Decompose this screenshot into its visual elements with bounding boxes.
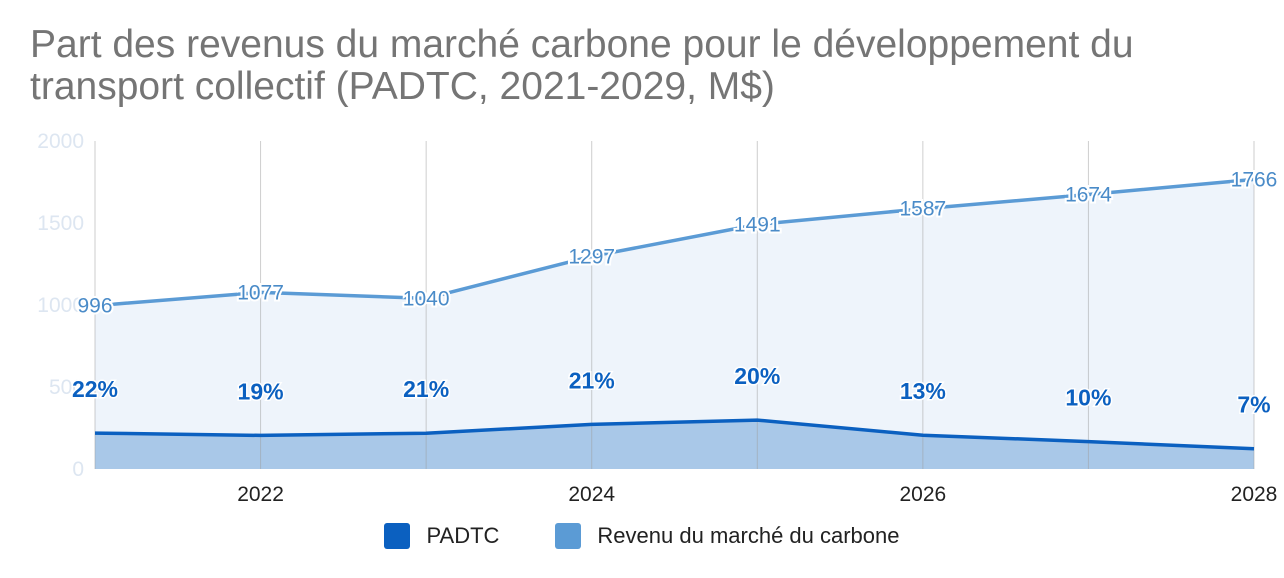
x-tick-label: 2024 xyxy=(568,483,615,506)
data-label-padtc: 7% xyxy=(1237,392,1270,418)
chart-title: Part des revenus du marché carbone pour … xyxy=(30,24,1270,108)
x-tick-label: 2028 xyxy=(1231,483,1278,506)
y-tick-label: 0 xyxy=(72,458,84,481)
area-fill-revenu xyxy=(95,179,1254,469)
data-label-padtc: 22% xyxy=(72,376,118,402)
line-revenu xyxy=(94,177,1255,308)
y-tick-label: 500 xyxy=(49,376,84,399)
legend-item-revenu[interactable]: Revenu du marché du carbone xyxy=(555,523,900,549)
chart-title-line-1: Part des revenus du marché carbone pour … xyxy=(30,23,1134,66)
data-label-revenu: 996 xyxy=(77,295,112,318)
x-tick-label: 2026 xyxy=(899,483,946,506)
area-fill-padtc xyxy=(95,420,1254,469)
data-label-padtc: 20% xyxy=(734,363,780,389)
legend-swatch-revenu xyxy=(555,523,582,549)
chart-legend: PADTC Revenu du marché du carbone xyxy=(0,518,1284,554)
legend-label-revenu: Revenu du marché du carbone xyxy=(597,523,900,548)
data-label-revenu: 1040 xyxy=(403,287,450,310)
data-label-padtc: 13% xyxy=(900,378,946,404)
data-label-revenu: 1587 xyxy=(899,198,946,221)
legend-swatch-padtc xyxy=(384,523,411,549)
y-tick-label: 2000 xyxy=(37,130,84,153)
data-label-padtc: 21% xyxy=(569,367,615,393)
y-tick-label: 1500 xyxy=(37,212,84,235)
data-label-padtc: 19% xyxy=(238,378,284,404)
data-label-padtc: 21% xyxy=(403,376,449,402)
line-padtc xyxy=(94,418,1255,451)
data-label-revenu: 1077 xyxy=(237,281,284,304)
legend-label-padtc: PADTC xyxy=(426,523,500,548)
y-tick-label: 1000 xyxy=(37,294,84,317)
data-label-revenu: 1297 xyxy=(568,245,615,268)
data-label-padtc: 10% xyxy=(1065,385,1111,411)
data-label-revenu: 1491 xyxy=(734,213,781,236)
data-label-revenu: 1674 xyxy=(1065,183,1112,206)
chart-title-line-2: transport collectif (PADTC, 2021-2029, M… xyxy=(30,65,775,108)
legend-item-padtc[interactable]: PADTC xyxy=(384,523,499,549)
data-label-revenu: 1766 xyxy=(1231,168,1278,191)
x-tick-label: 2022 xyxy=(237,483,284,506)
